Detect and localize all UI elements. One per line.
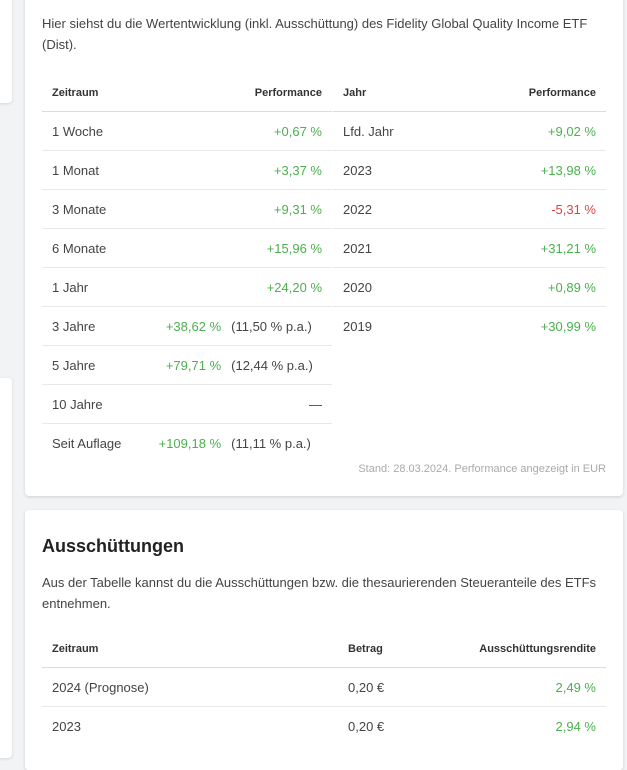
table-row: 3 Monate +9,31 % <box>42 189 332 229</box>
performance-cell: +0,67 % <box>140 111 332 151</box>
distributions-title: Ausschüttungen <box>42 536 184 556</box>
performance-stand-note: Stand: 28.03.2024. Performance angezeigt… <box>358 463 606 475</box>
table-row: Seit Auflage +109,18 % (11,11 % p.a.) <box>42 424 332 463</box>
table-row: 1 Jahr +24,20 % <box>42 267 332 307</box>
performance-value: +0,67 % <box>273 123 322 139</box>
distributions-card: Ausschüttungen Aus der Tabelle kannst du… <box>25 510 623 770</box>
performance-cell: — <box>140 384 332 424</box>
column-header-yield: Ausschüttungsrendite <box>416 630 606 668</box>
table-row: 3 Jahre +38,62 % (11,50 % p.a.) <box>42 306 332 346</box>
performance-value: +15,96 % <box>266 240 322 256</box>
column-header-year: Jahr <box>333 74 456 112</box>
side-card-bottom <box>0 378 12 758</box>
performance-value: +38,62 % <box>165 318 222 334</box>
period-cell: 2023 <box>52 718 81 734</box>
period-cell: 5 Jahre <box>42 345 141 385</box>
table-row: 2019 +30,99 % <box>333 307 606 346</box>
table-header-row: Zeitraum Performance <box>42 74 332 112</box>
period-cell: 1 Monat <box>42 150 141 190</box>
table-row: 6 Monate +15,96 % <box>42 228 332 268</box>
performance-value: +9,02 % <box>547 123 596 139</box>
table-row: 10 Jahre — <box>42 384 332 424</box>
table-row: 2021 +31,21 % <box>333 228 606 268</box>
period-cell: Seit Auflage <box>52 435 122 451</box>
period-cell: 6 Monate <box>42 228 141 268</box>
performance-value: +79,71 % <box>165 357 222 373</box>
year-cell: 2020 <box>333 267 456 307</box>
annualized-cell: (11,50 % p.a.) <box>231 306 332 346</box>
side-card-top <box>0 0 12 103</box>
yield-value: 2,49 % <box>555 679 596 695</box>
performance-value: +30,99 % <box>540 318 596 334</box>
table-row: 2020 +0,89 % <box>333 267 606 307</box>
performance-value: +24,20 % <box>266 279 322 295</box>
performance-value: +0,89 % <box>547 279 596 295</box>
performance-value: +31,21 % <box>540 240 596 256</box>
performance-value: +9,31 % <box>273 201 322 217</box>
table-row: 2023 0,20 € 2,94 % <box>42 707 606 746</box>
column-header-period: Zeitraum <box>42 74 141 112</box>
year-cell: 2023 <box>333 150 456 190</box>
year-cell: 2022 <box>333 189 456 229</box>
year-cell: 2021 <box>333 228 456 268</box>
distributions-intro: Aus der Tabelle kannst du die Ausschüttu… <box>42 575 597 611</box>
yield-cell: 2,49 % <box>416 667 606 707</box>
table-row: 2023 +13,98 % <box>333 150 606 190</box>
yield-cell: 2,94 % <box>416 707 606 746</box>
period-cell: 10 Jahre <box>42 384 141 424</box>
table-row: 1 Monat +3,37 % <box>42 150 332 190</box>
amount-cell: 0,20 € <box>338 667 417 707</box>
table-header-row: Zeitraum Betrag Ausschüttungsrendite <box>42 630 606 668</box>
annualized-cell: (12,44 % p.a.) <box>231 345 332 385</box>
performance-cell: -5,31 % <box>455 189 606 229</box>
performance-value: — <box>309 396 322 412</box>
year-cell: 2019 <box>343 318 372 334</box>
amount-cell: 0,20 € <box>348 718 385 734</box>
performance-card: Hier siehst du die Wertentwicklung (inkl… <box>25 0 623 496</box>
performance-value: +13,98 % <box>540 162 596 178</box>
table-row: 5 Jahre +79,71 % (12,44 % p.a.) <box>42 345 332 385</box>
year-cell: Lfd. Jahr <box>333 111 456 151</box>
column-header-amount: Betrag <box>338 630 417 668</box>
column-header-performance: Performance <box>455 74 606 112</box>
performance-value: +3,37 % <box>273 162 322 178</box>
performance-cell: +0,89 % <box>455 267 606 307</box>
performance-cell: +13,98 % <box>455 150 606 190</box>
period-cell: 2024 (Prognose) <box>42 667 338 707</box>
performance-intro: Hier siehst du die Wertentwicklung (inkl… <box>42 16 588 52</box>
period-cell: 1 Woche <box>42 111 141 151</box>
period-cell: 1 Jahr <box>42 267 141 307</box>
table-row: 2022 -5,31 % <box>333 189 606 229</box>
performance-cell: +31,21 % <box>455 228 606 268</box>
performance-cell: +24,20 % <box>140 267 332 307</box>
performance-cell: +9,31 % <box>140 189 332 229</box>
period-cell: 3 Jahre <box>42 306 141 346</box>
annualized-cell: (11,11 % p.a.) <box>231 435 311 451</box>
table-row: 2024 (Prognose) 0,20 € 2,49 % <box>42 667 606 707</box>
performance-cell: +38,62 % <box>140 306 232 346</box>
performance-cell: +79,71 % <box>140 345 232 385</box>
column-header-period: Zeitraum <box>42 630 338 668</box>
performance-cell: +15,96 % <box>140 228 332 268</box>
performance-year-table: Jahr Performance Lfd. Jahr +9,02 % 2023 +13… <box>333 74 606 345</box>
column-header-performance: Performance <box>140 74 332 112</box>
performance-cell: +109,18 % <box>140 424 231 463</box>
table-row: Lfd. Jahr +9,02 % <box>333 111 606 151</box>
performance-value: -5,31 % <box>551 201 596 217</box>
performance-cell: +30,99 % <box>455 307 606 346</box>
distributions-table: Zeitraum Betrag Ausschüttungsrendite 202… <box>42 630 606 745</box>
yield-value: 2,94 % <box>555 718 596 734</box>
performance-cell: +9,02 % <box>455 111 606 151</box>
table-header-row: Jahr Performance <box>333 74 606 112</box>
period-cell: 3 Monate <box>42 189 141 229</box>
performance-period-table: Zeitraum Performance 1 Woche +0,67 % 1 Mon… <box>42 74 332 462</box>
performance-value: +109,18 % <box>158 435 222 451</box>
table-row: 1 Woche +0,67 % <box>42 111 332 151</box>
performance-cell: +3,37 % <box>140 150 332 190</box>
